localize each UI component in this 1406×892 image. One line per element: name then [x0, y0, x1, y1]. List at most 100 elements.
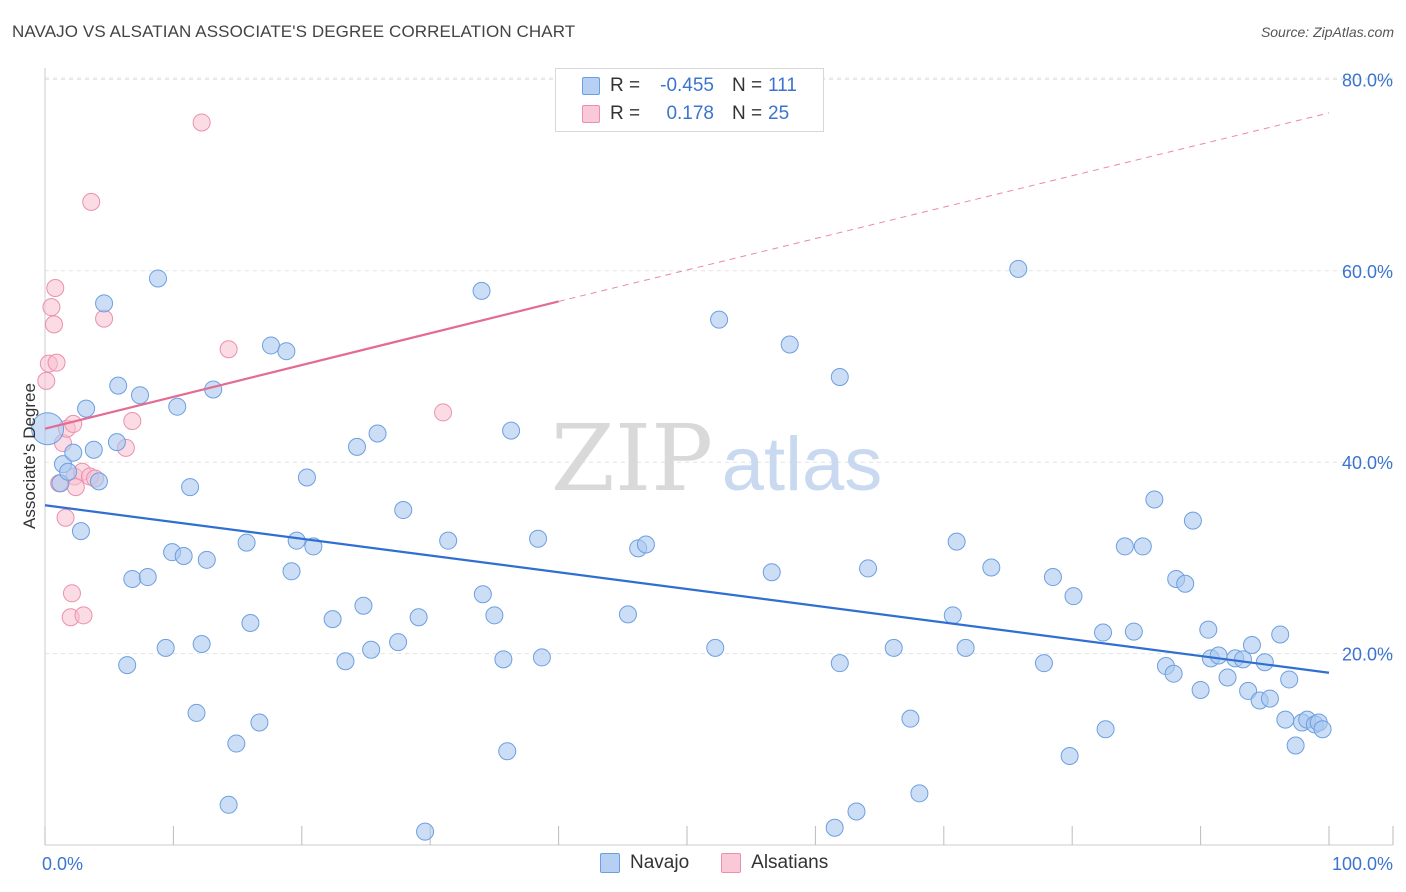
navajo-point: [943, 606, 962, 625]
alsatians-point: [82, 192, 101, 211]
navajo-point: [77, 399, 96, 418]
alsatians-point: [46, 279, 65, 298]
legend-label-alsatians: Alsatians: [751, 852, 829, 873]
legend-label-navajo: Navajo: [630, 852, 690, 873]
navajo-point: [859, 559, 878, 578]
axes: [44, 68, 1394, 846]
alsatians-point: [219, 340, 238, 359]
navajo-point: [1260, 689, 1279, 708]
navajo-point: [910, 784, 929, 803]
navajo-point: [59, 462, 78, 481]
x-tick-label: 0.0%: [42, 854, 83, 874]
stats-legend: R = -0.455 N = 111 R = 0.178 N = 25: [555, 68, 824, 132]
navajo-point: [636, 535, 655, 554]
navajo-point: [107, 433, 126, 452]
navajo-point: [174, 546, 193, 565]
navajo-point: [192, 635, 211, 654]
navajo-point: [394, 501, 413, 520]
navajo-point: [1255, 653, 1274, 672]
navajo-swatch: [582, 77, 600, 95]
x-tick-label: 100.0%: [1332, 854, 1393, 874]
navajo-point: [1133, 537, 1152, 556]
navajo-point: [1176, 574, 1195, 593]
navajo-point: [825, 818, 844, 837]
tick-labels: 20.0% 40.0% 60.0% 80.0% 0.0% 100.0% Associate'…: [20, 70, 1393, 874]
navajo-point: [706, 638, 725, 657]
navajo-points: [31, 259, 1332, 841]
navajo-point: [1218, 668, 1237, 687]
source-label: Source: ZipAtlas.com: [1260, 24, 1394, 40]
y-tick-label: 40.0%: [1342, 453, 1393, 473]
navajo-point: [389, 633, 408, 652]
r-value: -0.455: [660, 75, 714, 96]
navajo-point: [1313, 720, 1332, 739]
navajo-point: [250, 713, 269, 732]
n-value: 25: [768, 103, 790, 124]
navajo-point: [219, 795, 238, 814]
watermark-zip: ZIP: [551, 405, 713, 512]
navajo-point: [297, 468, 316, 487]
alsatians-swatch: [582, 105, 600, 123]
navajo-point: [502, 421, 521, 440]
navajo-point: [336, 652, 355, 671]
r-label: R =: [610, 75, 641, 96]
navajo-point: [227, 734, 246, 753]
navajo-point: [1164, 664, 1183, 683]
chart-title: NAVAJO VS ALSATIAN ASSOCIATE'S DEGREE CO…: [12, 22, 576, 41]
navajo-point: [1115, 537, 1134, 556]
r-label: R =: [610, 103, 641, 124]
navajo-point: [123, 569, 142, 588]
navajo-point: [1009, 259, 1028, 278]
legend-row-navajo: R = -0.455 N = 111: [582, 73, 797, 99]
navajo-point: [529, 529, 548, 548]
navajo-point: [409, 608, 428, 627]
navajo-point: [1242, 635, 1261, 654]
navajo-point: [618, 605, 637, 624]
navajo-point: [1064, 587, 1083, 606]
n-label: N =: [732, 75, 763, 96]
legend-row-alsatians: R = 0.178 N = 25: [582, 101, 789, 127]
alsatians-point: [44, 315, 63, 334]
alsatians-point: [42, 298, 61, 317]
navajo-point: [762, 563, 781, 582]
navajo-point: [168, 397, 187, 416]
watermark-atlas: atlas: [722, 422, 883, 507]
navajo-point: [947, 532, 966, 551]
navajo-point: [1199, 620, 1218, 639]
alsatians-point: [74, 606, 93, 625]
navajo-point: [498, 742, 517, 761]
alsatians-point: [47, 353, 66, 372]
alsatians-trend-extension: [558, 112, 1330, 302]
alsatians-point: [62, 584, 81, 603]
navajo-point: [109, 376, 128, 395]
alsatians-point: [37, 371, 56, 390]
navajo-point: [710, 310, 729, 329]
navajo-point: [473, 585, 492, 604]
navajo-point: [494, 650, 513, 669]
n-value: 111: [768, 75, 797, 96]
navajo-point: [1096, 720, 1115, 739]
series-legend: Navajo Alsatians: [600, 852, 860, 874]
gridlines: [45, 77, 1393, 655]
navajo-point: [472, 281, 491, 300]
navajo-point: [1286, 736, 1305, 755]
alsatians-point: [66, 478, 85, 497]
navajo-point: [780, 335, 799, 354]
navajo-point: [1239, 681, 1258, 700]
navajo-point: [1145, 490, 1164, 509]
navajo-point: [348, 437, 367, 456]
navajo-point: [277, 342, 296, 361]
navajo-point: [1183, 511, 1202, 530]
navajo-point: [187, 703, 206, 722]
navajo-point: [156, 638, 175, 657]
navajo-point: [1043, 568, 1062, 587]
navajo-point: [847, 802, 866, 821]
navajo-point: [95, 294, 114, 313]
r-value: 0.178: [666, 103, 714, 124]
watermark: ZIP atlas: [551, 405, 882, 512]
legend-item-alsatians: Alsatians: [721, 852, 828, 874]
navajo-point: [830, 654, 849, 673]
navajo-point: [884, 638, 903, 657]
legend-item-navajo: Navajo: [600, 852, 689, 874]
